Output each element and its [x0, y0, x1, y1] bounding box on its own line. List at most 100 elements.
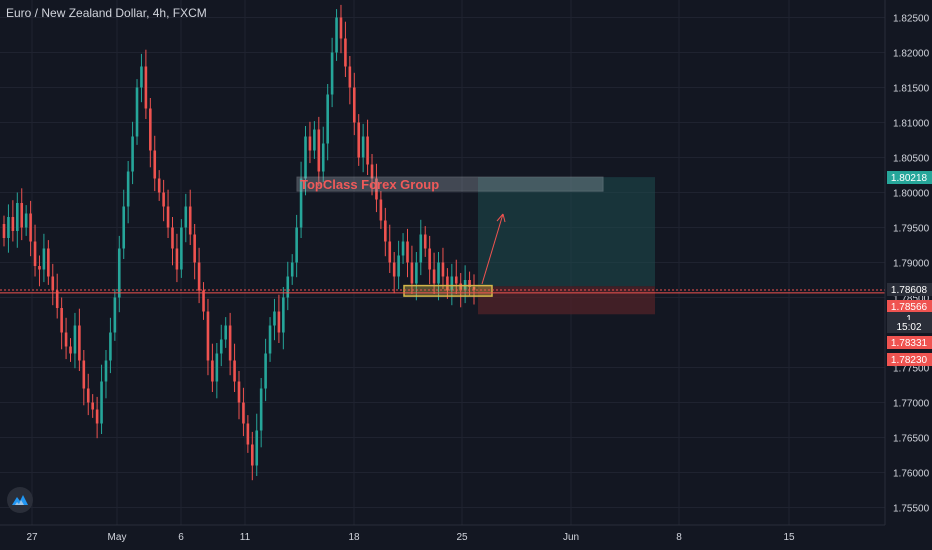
candle-body	[122, 206, 126, 249]
y-tick-label: 1.82500	[893, 14, 930, 25]
candle-body	[344, 38, 347, 67]
candle-body	[268, 325, 272, 354]
candle-body	[64, 332, 68, 347]
trade-zones	[478, 177, 655, 315]
price-label-bg	[887, 283, 932, 296]
candle-body	[454, 276, 458, 284]
candle-body	[415, 262, 418, 284]
candle-body	[357, 122, 361, 158]
y-tick-label: 1.76500	[893, 434, 930, 445]
x-tick-label: 25	[456, 532, 468, 543]
candle-body	[171, 227, 174, 249]
candle-body	[215, 353, 219, 382]
candle-body	[242, 402, 245, 424]
trend-arrow	[481, 213, 504, 285]
annotation-label-box	[296, 176, 604, 192]
price-label-text: 1.78608	[891, 285, 928, 296]
candle-body	[117, 248, 121, 298]
support-box-fill	[404, 285, 492, 297]
stop-zone	[478, 286, 655, 315]
candle-body	[299, 178, 303, 228]
y-tick-label: 1.78500	[893, 294, 930, 305]
candle-body	[131, 136, 134, 172]
candle-body	[375, 178, 378, 200]
chart-title: Euro / New Zealand Dollar, 4h, FXCM	[6, 6, 207, 20]
candle-body	[339, 17, 343, 39]
candle-body	[206, 311, 210, 361]
candle-body	[7, 217, 10, 238]
price-axis[interactable]: 1.82500 1.82000 1.81500 1.81000 1.80500 1.800…	[884, 0, 930, 525]
candle-body	[313, 129, 316, 151]
price-label-bg	[887, 320, 932, 333]
candle-body	[193, 234, 196, 263]
candle-body	[397, 255, 400, 277]
candle-body	[113, 297, 117, 333]
candle-body	[69, 346, 72, 354]
candle-body	[335, 17, 338, 53]
price-label-bg	[887, 171, 932, 184]
candle-body	[166, 206, 170, 228]
candle-body	[51, 276, 55, 291]
price-label-text: 1.78331	[891, 338, 928, 349]
x-tick-label: 6	[178, 532, 184, 543]
candle-body	[33, 241, 37, 266]
candle-body	[184, 206, 188, 228]
candle-body	[423, 234, 427, 249]
x-tick-label: Jun	[563, 532, 579, 543]
candle-body	[2, 224, 6, 238]
candle-body	[326, 94, 329, 144]
candle-body	[73, 325, 77, 354]
candle-body	[162, 192, 165, 207]
time-axis[interactable]: 27 May 6 11 18 25 Jun 8 15	[0, 524, 885, 543]
price-label: 15:02	[887, 320, 932, 333]
candle-body	[348, 66, 352, 88]
candle-body	[277, 311, 281, 333]
candle-body	[432, 269, 436, 284]
candle-body	[55, 290, 59, 308]
candle-body	[273, 311, 276, 326]
support-box	[403, 284, 493, 297]
x-tick-label: 11	[240, 532, 251, 543]
candle-body	[330, 52, 334, 95]
candle-body	[255, 430, 259, 466]
candle-body	[392, 262, 396, 277]
candle-body	[446, 276, 449, 291]
y-tick-label: 1.82000	[893, 49, 930, 60]
y-tick-label: 1.79000	[893, 259, 930, 270]
candle-body	[109, 332, 112, 361]
candle-body	[406, 241, 409, 263]
candle-body	[441, 262, 445, 277]
tradingview-mountain-icon	[12, 495, 28, 505]
candle-body	[410, 262, 414, 284]
candle-body	[144, 66, 148, 109]
x-tick-label: 18	[348, 532, 360, 543]
candle-body	[219, 339, 223, 354]
candle-body	[352, 87, 356, 123]
candle-body	[197, 262, 201, 291]
tradingview-logo[interactable]	[7, 487, 33, 513]
candle-body	[379, 199, 383, 221]
candle-body	[126, 171, 130, 207]
candle-body	[202, 290, 205, 312]
annotation-label-text: TopClass Forex Group	[300, 177, 439, 192]
candle-body	[361, 136, 365, 158]
price-label-text: 1	[906, 314, 912, 325]
price-label: 1.78608	[887, 283, 932, 296]
y-tick-label: 1.76000	[893, 469, 930, 480]
candle-body	[42, 248, 46, 270]
candle-body	[366, 136, 369, 165]
candle-body	[38, 266, 41, 270]
candle-body	[135, 87, 139, 137]
candle-body	[450, 276, 454, 291]
y-tick-label: 1.81000	[893, 119, 930, 130]
chart-overlays: TopClass Forex Group	[0, 176, 885, 297]
candle-body	[140, 66, 143, 88]
candle-body	[20, 203, 24, 228]
candle-body	[259, 388, 263, 431]
candle-body	[91, 402, 94, 410]
candle-body	[175, 248, 179, 270]
candle-body	[157, 178, 161, 193]
candle-body	[180, 227, 183, 270]
candle-body	[100, 381, 103, 424]
